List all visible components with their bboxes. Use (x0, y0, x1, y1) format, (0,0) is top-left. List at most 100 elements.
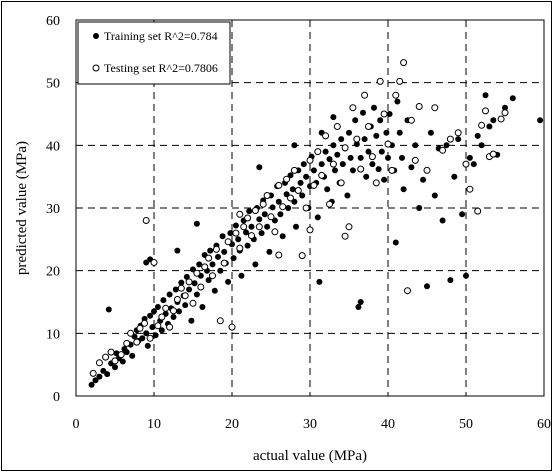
y-axis-label: predicted value (MPa) (14, 141, 30, 275)
training-point (375, 166, 382, 173)
testing-point (177, 284, 185, 292)
testing-point (181, 292, 189, 300)
training-point (193, 291, 200, 298)
testing-point (501, 109, 509, 117)
training-point (256, 216, 263, 223)
testing-point (396, 77, 404, 85)
testing-point (107, 348, 115, 356)
testing-point (158, 313, 166, 321)
training-point (266, 248, 273, 255)
training-point (416, 205, 423, 211)
testing-point (341, 144, 349, 152)
training-point (330, 114, 337, 121)
testing-point (216, 317, 224, 325)
training-point (88, 381, 95, 388)
training-point (92, 377, 99, 384)
training-point (396, 129, 403, 136)
x-tick-label: 10 (147, 417, 161, 432)
testing-point (326, 200, 333, 208)
training-point (209, 261, 216, 268)
training-point (246, 208, 253, 215)
testing-point (133, 338, 141, 346)
testing-point (497, 115, 505, 123)
testing-point (150, 259, 158, 266)
testing-point (275, 181, 283, 189)
legend-box (77, 21, 231, 85)
training-point (537, 117, 544, 124)
testing-point (298, 252, 306, 260)
x-tick-label: 30 (303, 417, 317, 432)
testing-point (489, 150, 497, 158)
testing-point (466, 185, 474, 193)
testing-point (189, 299, 197, 307)
training-point (466, 154, 473, 161)
training-point (293, 223, 299, 230)
testing-point (248, 232, 255, 240)
testing-point (290, 166, 298, 174)
testing-point (357, 165, 365, 173)
training-point (352, 117, 359, 124)
testing-point (322, 132, 330, 140)
training-point (427, 129, 434, 136)
training-point (149, 324, 156, 331)
testing-point (220, 259, 228, 267)
training-point (360, 109, 366, 116)
training-point (172, 286, 179, 293)
training-point (431, 192, 438, 199)
testing-point (141, 319, 149, 327)
testing-point (314, 148, 322, 156)
testing-point (236, 210, 244, 218)
y-tick-label: 50 (46, 77, 60, 92)
testing-point (162, 304, 170, 312)
testing-point (263, 192, 271, 199)
training-point (363, 173, 370, 180)
training-point (486, 123, 493, 130)
x-tick-label: 50 (459, 417, 473, 432)
testing-point (267, 213, 275, 221)
training-point (326, 156, 333, 163)
testing-point (380, 110, 388, 118)
testing-point (255, 223, 263, 231)
x-tick-label: 20 (225, 417, 239, 432)
testing-point (240, 223, 248, 231)
training-point (243, 229, 249, 236)
testing-point (431, 104, 439, 112)
training-point (474, 132, 481, 139)
testing-point (306, 156, 314, 164)
training-point (400, 186, 407, 193)
training-point (420, 176, 427, 183)
testing-point (474, 207, 482, 215)
training-point (478, 142, 485, 149)
training-point (252, 261, 259, 268)
training-point (365, 148, 372, 155)
testing-point (228, 323, 236, 331)
training-point (459, 211, 466, 218)
training-point (199, 304, 206, 310)
training-point (258, 230, 265, 237)
training-point (338, 136, 345, 143)
testing-point (117, 351, 125, 359)
x-tick-label: 0 (73, 417, 80, 432)
testing-point (482, 107, 489, 115)
testing-point (136, 324, 144, 332)
training-point (244, 242, 251, 249)
testing-point (205, 254, 213, 262)
training-point (377, 117, 384, 124)
testing-point (111, 357, 119, 365)
training-point (502, 104, 508, 111)
testing-point (123, 339, 131, 347)
testing-point (201, 263, 209, 271)
training-point (183, 273, 190, 280)
training-point (344, 192, 351, 199)
testing-point (294, 187, 302, 194)
testing-point (310, 181, 318, 189)
training-point (176, 308, 182, 315)
testing-point (232, 229, 240, 237)
y-tick-labels: 0 10 20 30 40 50 60 (46, 14, 60, 405)
training-point (104, 371, 111, 378)
training-point (170, 314, 177, 320)
training-point (371, 104, 377, 111)
training-point (291, 142, 298, 149)
training-point (119, 358, 126, 365)
training-point (490, 117, 497, 124)
